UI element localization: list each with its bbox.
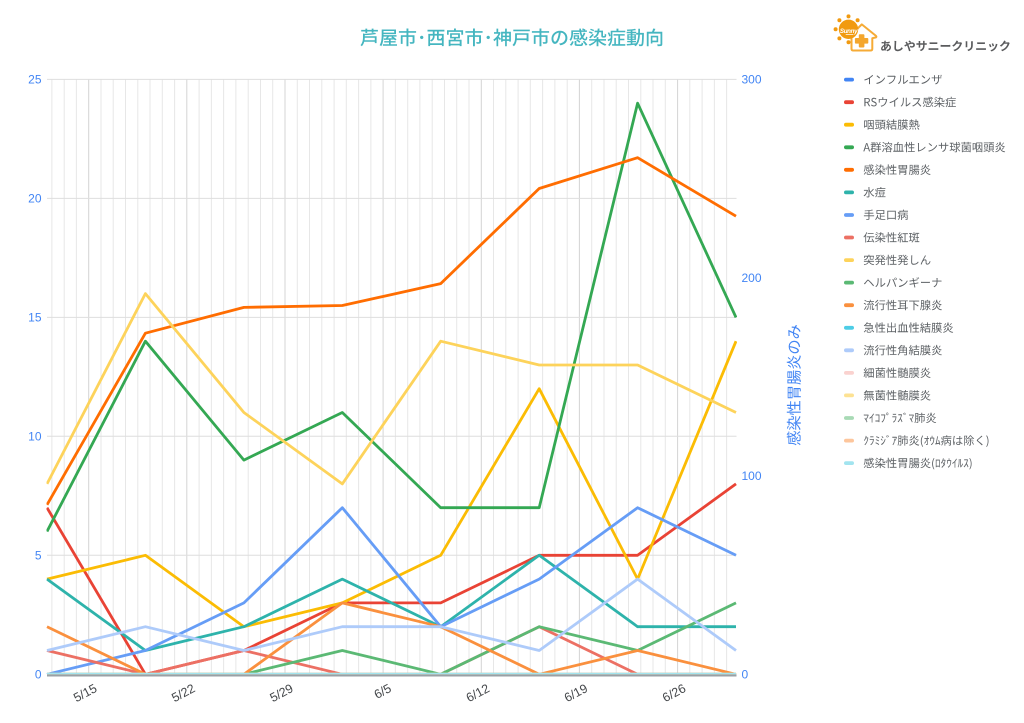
svg-text:0: 0 bbox=[742, 668, 749, 682]
svg-text:300: 300 bbox=[742, 73, 762, 87]
svg-text:0: 0 bbox=[35, 668, 42, 682]
svg-text:25: 25 bbox=[28, 73, 42, 87]
svg-text:Sunny: Sunny bbox=[840, 28, 858, 35]
svg-text:15: 15 bbox=[28, 311, 42, 325]
svg-text:20: 20 bbox=[28, 192, 42, 206]
svg-text:10: 10 bbox=[28, 430, 42, 444]
svg-text:200: 200 bbox=[742, 271, 762, 285]
svg-text:5: 5 bbox=[35, 549, 42, 563]
svg-text:100: 100 bbox=[742, 469, 762, 483]
